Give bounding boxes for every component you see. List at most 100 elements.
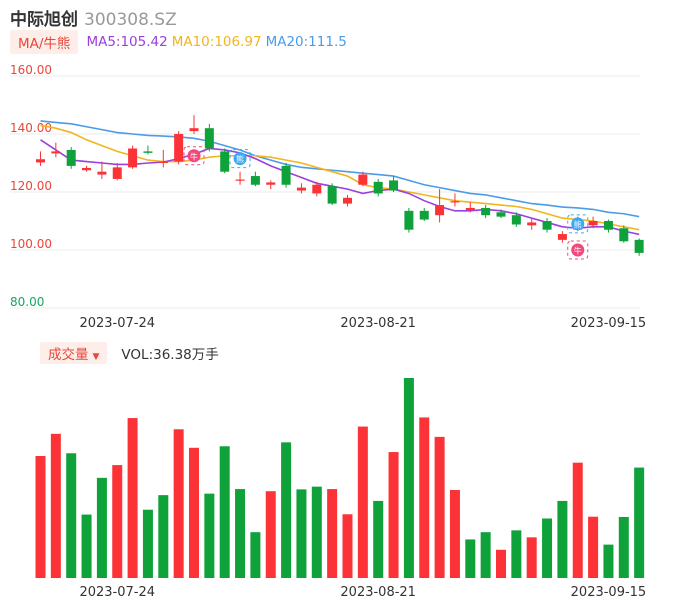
candle[interactable] <box>557 231 567 243</box>
candle[interactable] <box>174 131 184 165</box>
volume-bar[interactable] <box>173 429 184 578</box>
volume-bar[interactable] <box>327 489 338 578</box>
candle[interactable] <box>327 183 337 206</box>
candle[interactable] <box>235 171 245 185</box>
bear-marker-icon[interactable]: 熊 <box>229 149 251 169</box>
candle[interactable] <box>312 181 322 197</box>
volume-chart[interactable]: 2023-07-24 2023-08-21 2023-09-15 <box>0 366 686 606</box>
volume-bar[interactable] <box>342 514 353 578</box>
volume-indicator-toggle[interactable]: 成交量 ▼ <box>40 342 108 364</box>
volume-bar[interactable] <box>618 516 629 578</box>
volume-bar[interactable] <box>81 514 92 578</box>
volume-bar[interactable] <box>526 537 537 578</box>
candle[interactable] <box>343 194 352 207</box>
volume-bar[interactable] <box>511 530 522 578</box>
volume-value: VOL:36.38万手 <box>121 347 219 363</box>
candle[interactable] <box>266 180 276 190</box>
ma-indicator-toggle[interactable]: MA/牛熊 <box>10 30 79 54</box>
volume-bar[interactable] <box>465 539 476 578</box>
candle-body <box>358 174 368 185</box>
stock-name: 中际旭创 <box>10 10 78 30</box>
candle-body <box>204 128 214 149</box>
volume-bar[interactable] <box>265 491 276 578</box>
marker-badge <box>571 217 585 231</box>
candle[interactable] <box>204 123 214 152</box>
candle[interactable] <box>97 161 107 179</box>
volume-bar[interactable] <box>542 518 553 578</box>
bull-marker-icon[interactable]: 牛 <box>567 240 589 260</box>
volume-bar[interactable] <box>357 426 368 578</box>
stock-code: 300308.SZ <box>84 10 177 30</box>
volume-bar[interactable] <box>127 418 138 578</box>
volume-bar[interactable] <box>403 378 414 578</box>
volume-bar[interactable] <box>235 489 246 578</box>
candle[interactable] <box>250 171 260 187</box>
candle[interactable] <box>158 149 168 168</box>
volume-bar[interactable] <box>158 495 169 578</box>
candle-body <box>496 212 506 217</box>
volume-bar[interactable] <box>281 442 292 578</box>
volume-bar[interactable] <box>588 516 599 578</box>
candle[interactable] <box>66 147 76 169</box>
candle-body <box>296 187 306 191</box>
candle[interactable] <box>296 183 306 194</box>
candle[interactable] <box>373 178 383 197</box>
volume-bar[interactable] <box>419 417 430 578</box>
volume-bar[interactable] <box>189 447 199 578</box>
candle[interactable] <box>603 219 613 233</box>
volume-bar[interactable] <box>634 467 645 578</box>
volume-bar[interactable] <box>66 453 77 578</box>
candle[interactable] <box>542 218 552 233</box>
candle[interactable] <box>143 145 153 155</box>
volume-bar[interactable] <box>434 436 445 578</box>
volume-bar[interactable] <box>204 493 215 578</box>
candle[interactable] <box>36 151 45 166</box>
candle[interactable] <box>220 148 230 174</box>
volume-bar[interactable] <box>603 544 614 578</box>
candle[interactable] <box>404 207 414 233</box>
volume-bar[interactable] <box>572 462 583 578</box>
candle[interactable] <box>481 205 491 219</box>
volume-bar[interactable] <box>142 509 153 578</box>
bear-marker-icon[interactable]: 熊 <box>567 214 589 234</box>
candle-body <box>557 234 567 240</box>
volume-bar[interactable] <box>449 489 460 578</box>
candle[interactable] <box>465 202 475 213</box>
candle[interactable] <box>450 193 460 207</box>
candle[interactable] <box>634 238 644 256</box>
candle[interactable] <box>189 115 199 134</box>
candle-body <box>619 228 629 242</box>
candle[interactable] <box>51 142 61 158</box>
candle[interactable] <box>496 209 506 219</box>
candle[interactable] <box>527 218 537 230</box>
volume-bar[interactable] <box>557 500 568 578</box>
price-chart[interactable]: 160.00 140.00 120.00 100.00 80.00 2023-07-24 2… <box>0 0 686 340</box>
candle[interactable] <box>112 163 122 181</box>
volume-bar[interactable] <box>311 486 322 578</box>
candle[interactable] <box>588 216 598 229</box>
candle-body <box>128 148 138 168</box>
volume-bar[interactable] <box>480 532 491 578</box>
candle-body <box>266 182 276 185</box>
volume-bar[interactable] <box>50 433 61 578</box>
volume-bar[interactable] <box>250 532 261 578</box>
candle[interactable] <box>435 189 445 223</box>
volume-bar[interactable] <box>388 452 399 578</box>
volume-bar[interactable] <box>112 465 123 578</box>
candle[interactable] <box>619 225 629 243</box>
bull-marker-icon[interactable]: 牛 <box>183 146 205 166</box>
candle[interactable] <box>281 163 291 188</box>
volume-bar[interactable] <box>296 489 307 578</box>
candle[interactable] <box>511 212 521 227</box>
candle[interactable] <box>358 171 368 187</box>
volume-legend: 成交量 ▼ VOL:36.38万手 <box>40 342 219 364</box>
volume-bar[interactable] <box>496 549 506 578</box>
candle[interactable] <box>82 165 92 172</box>
volume-bar[interactable] <box>96 477 107 578</box>
volume-bar[interactable] <box>373 500 384 578</box>
candle[interactable] <box>419 207 429 221</box>
candle[interactable] <box>128 145 138 169</box>
candle[interactable] <box>389 176 399 192</box>
volume-bar[interactable] <box>35 455 46 578</box>
volume-bar[interactable] <box>219 446 230 578</box>
